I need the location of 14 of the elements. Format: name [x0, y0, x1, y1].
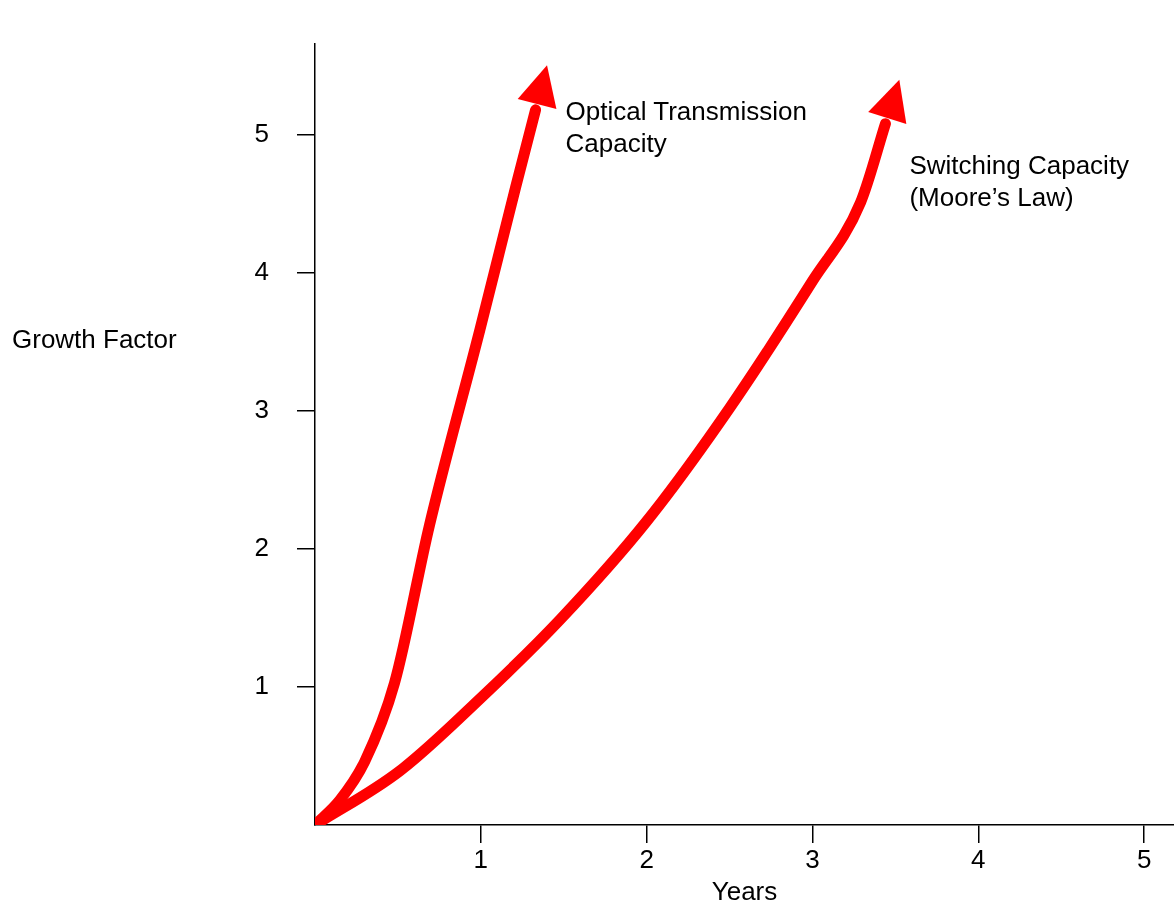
- y-tick-label: 1: [254, 670, 269, 701]
- y-tick-label: 4: [254, 255, 269, 286]
- x-tick-label: 4: [971, 843, 986, 874]
- x-tick-label: 2: [639, 843, 654, 874]
- legend-label: Optical Transmission Capacity: [565, 96, 807, 159]
- x-tick-label: 1: [473, 843, 489, 874]
- series-label: Switching Capacity (Moore’s Law): [909, 149, 1130, 212]
- y-axis-title: Growth Factor: [12, 323, 178, 354]
- y-tick-label: 3: [254, 394, 269, 424]
- x-tick-label: 5: [1136, 843, 1152, 874]
- x-tick-label: 3: [805, 843, 820, 874]
- x-axis-title: Years: [711, 875, 778, 906]
- y-tick-label: 5: [254, 117, 269, 148]
- y-tick-label: 2: [254, 532, 269, 563]
